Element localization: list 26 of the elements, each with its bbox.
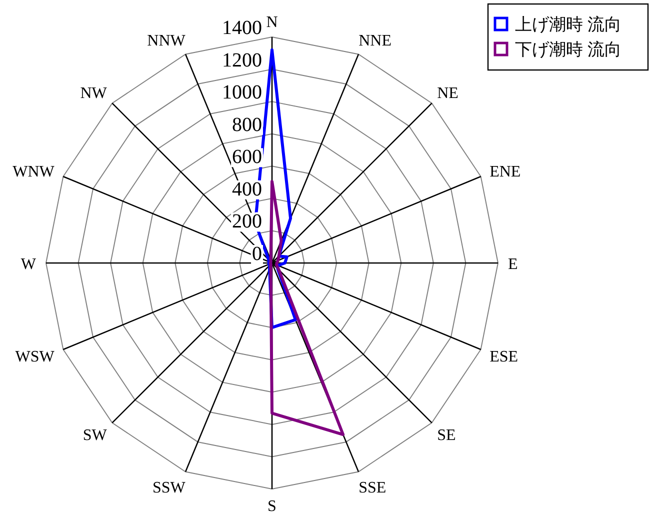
spoke-label: S [268, 498, 276, 515]
spoke-label: SSE [358, 480, 386, 497]
y-tick-label: 0 [252, 243, 262, 265]
y-tick-label: 400 [232, 178, 262, 200]
legend-label: 下げ潮時 流向 [515, 40, 622, 59]
spoke-label: NNE [358, 32, 392, 50]
legend-label: 上げ潮時 流向 [515, 15, 622, 34]
spoke-label: NNW [147, 32, 186, 50]
spoke-label: ESE [490, 348, 518, 366]
y-tick-label: 800 [232, 114, 262, 136]
spoke-label: N [266, 14, 278, 31]
spoke-label: NE [437, 84, 458, 102]
spoke-label: E [508, 256, 518, 273]
spoke-label: SSW [152, 480, 186, 497]
y-tick-label: 1000 [222, 82, 262, 104]
spoke-label: WNW [12, 163, 56, 180]
spoke-label: ENE [490, 163, 521, 180]
spoke-label: SW [82, 427, 108, 444]
spoke-label: W [20, 256, 37, 273]
y-tick-label: 1400 [222, 17, 262, 39]
spoke-label: NW [80, 84, 108, 102]
y-tick-label: 200 [232, 210, 262, 233]
spoke-label: SE [437, 427, 456, 444]
y-tick-label: 600 [232, 146, 262, 168]
y-tick-label: 1200 [222, 49, 262, 72]
spoke-label: WSW [15, 348, 56, 366]
